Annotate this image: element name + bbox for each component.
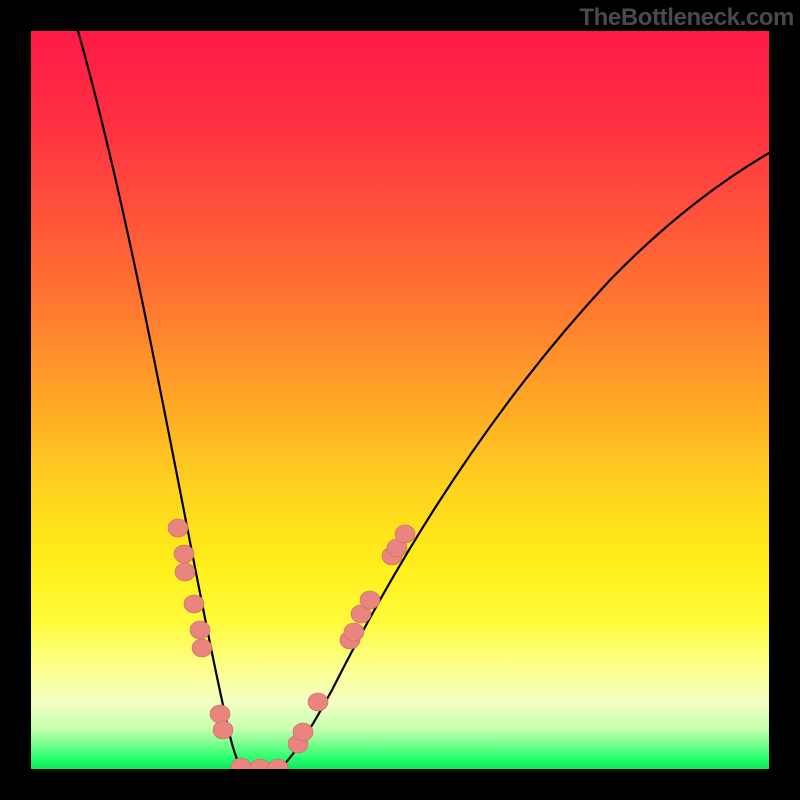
- chart-canvas: TheBottleneck.com: [0, 0, 800, 800]
- data-marker: [184, 595, 204, 613]
- data-marker: [210, 705, 230, 723]
- data-marker: [395, 525, 415, 543]
- chart-background-gradient: [31, 31, 769, 769]
- data-marker: [190, 621, 210, 639]
- watermark-text: TheBottleneck.com: [579, 4, 794, 32]
- data-marker: [213, 721, 233, 739]
- data-marker: [192, 639, 212, 657]
- bottleneck-v-curve-chart: [0, 0, 800, 800]
- data-marker: [174, 545, 194, 563]
- data-marker: [360, 591, 380, 609]
- data-marker: [344, 623, 364, 641]
- data-marker: [168, 519, 188, 537]
- data-marker: [308, 693, 328, 711]
- data-marker: [293, 723, 313, 741]
- data-marker: [175, 563, 195, 581]
